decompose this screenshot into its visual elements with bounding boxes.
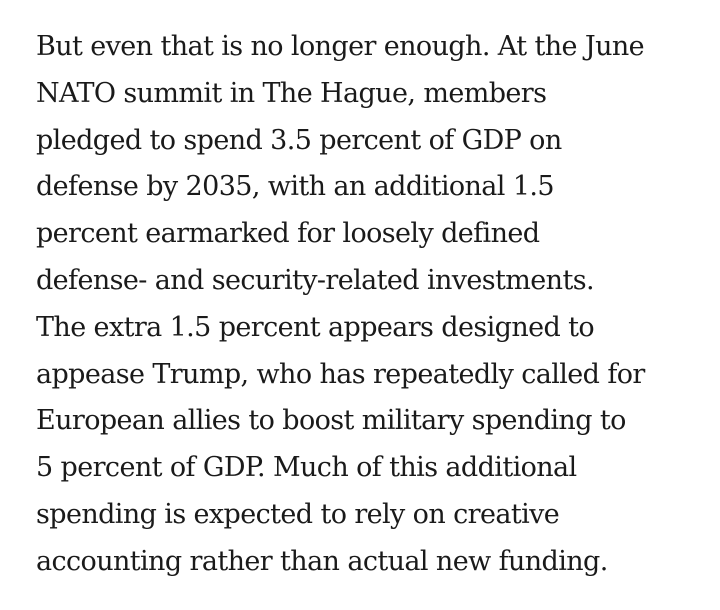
paragraph-line: pledged to spend 3.5 percent of GDP on (36, 124, 562, 156)
paragraph-line: European allies to boost military spendi… (36, 405, 626, 437)
paragraph-line: accounting rather than actual new fundin… (36, 545, 608, 577)
paragraph-line: But even that is no longer enough. At th… (36, 31, 645, 62)
paragraph-line: appease Trump, who has repeatedly called… (36, 358, 645, 390)
paragraph-line: percent earmarked for loosely defined (36, 218, 540, 250)
paragraph-line: NATO summit in The Hague, members (36, 77, 547, 109)
article-paragraph: But even that is no longer enough. At th… (36, 24, 696, 586)
paragraph-line: defense- and security-related investment… (36, 264, 595, 296)
article-body: But even that is no longer enough. At th… (36, 24, 696, 586)
paragraph-line: spending is expected to rely on creative (36, 498, 560, 530)
paragraph-line: defense by 2035, with an additional 1.5 (36, 171, 555, 203)
paragraph-line: 5 percent of GDP. Much of this additiona… (36, 452, 577, 484)
paragraph-line: The extra 1.5 percent appears designed t… (36, 311, 595, 343)
